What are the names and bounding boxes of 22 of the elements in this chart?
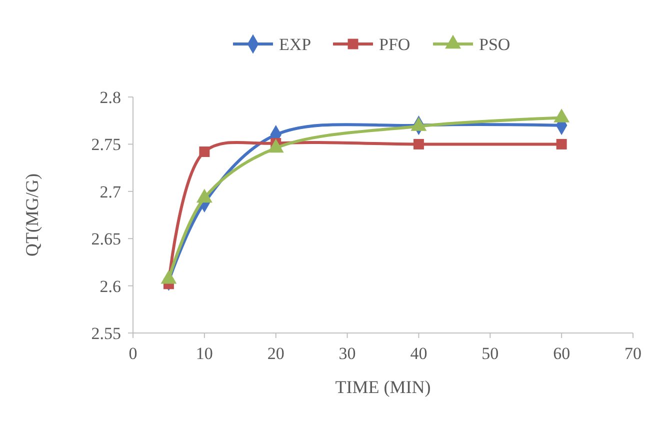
legend-label: PFO (379, 34, 410, 54)
x-tick-label: 40 (410, 344, 428, 363)
y-tick-label: 2.8 (100, 88, 121, 107)
x-tick-label: 20 (267, 344, 284, 363)
y-tick-label: 2.7 (100, 182, 122, 202)
x-tick-label: 10 (196, 344, 213, 363)
y-tick-label: 2.6 (100, 276, 121, 296)
x-tick-label: 70 (624, 344, 642, 363)
point (199, 146, 210, 157)
y-tick-label: 2.75 (91, 135, 121, 154)
legend-label: PSO (479, 34, 510, 54)
x-tick-label: 50 (482, 344, 499, 363)
y-tick-label: 2.65 (91, 230, 121, 249)
point (413, 138, 424, 150)
x-tick-label: 0 (128, 344, 138, 363)
x-axis-title: TIME (MIN) (335, 377, 431, 397)
y-tick-label: 2.55 (91, 324, 121, 343)
point (556, 138, 567, 150)
legend-label: EXP (279, 34, 312, 54)
x-tick-label: 30 (338, 344, 356, 363)
x-tick-label: 60 (553, 344, 570, 363)
y-axis-title: QT(MG/G) (22, 174, 42, 256)
